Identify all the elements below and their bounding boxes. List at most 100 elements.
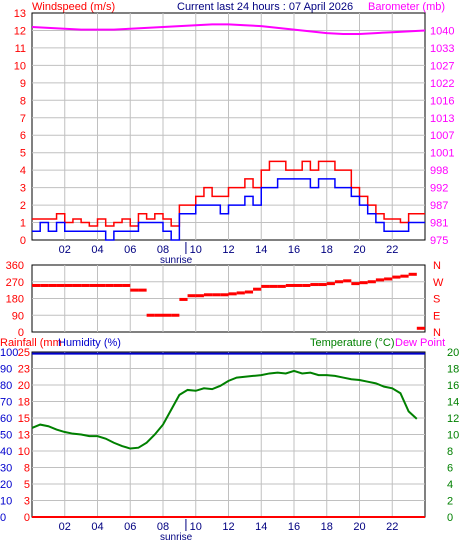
direction-tick-label: 360 xyxy=(6,260,24,272)
rain-tick-label: 25 xyxy=(18,347,30,359)
x-tick-label: 12 xyxy=(222,521,234,533)
humidity-tick-label: 80 xyxy=(0,380,12,392)
x-tick-label: 08 xyxy=(157,244,169,256)
baro-tick-label: 998 xyxy=(430,165,448,177)
direction-point xyxy=(130,288,139,292)
wind-tick-label: 3 xyxy=(20,183,26,195)
direction-point xyxy=(228,292,237,296)
direction-point xyxy=(244,290,254,294)
wind-tick-label: 2 xyxy=(20,200,26,212)
direction-point xyxy=(302,283,311,287)
direction-tick-label: 90 xyxy=(12,310,24,322)
x-tick-label: 08 xyxy=(157,521,169,533)
temperature-label: Temperature (°C) xyxy=(310,337,394,349)
direction-point xyxy=(359,281,368,285)
gridlines xyxy=(32,13,425,517)
rain-tick-label: 0 xyxy=(24,512,30,524)
x-tick-label: 14 xyxy=(255,244,267,256)
barometer-line xyxy=(31,23,426,35)
direction-point xyxy=(154,313,163,317)
temp-tick-label: 4 xyxy=(447,479,453,491)
humidity-tick-label: 10 xyxy=(0,496,12,508)
rain-tick-label: 3 xyxy=(24,496,30,508)
rainfall-label: Rainfall (mm xyxy=(0,337,62,349)
baro-tick-label: 1040 xyxy=(430,25,454,37)
x-tick-label: 22 xyxy=(386,244,398,256)
wind-tick-label: 13 xyxy=(14,8,26,20)
baro-tick-label: 1027 xyxy=(430,60,454,72)
direction-point xyxy=(343,279,352,283)
baro-tick-label: 1033 xyxy=(430,43,454,55)
tick-labels: 0123456789101112139759819879929981001100… xyxy=(0,8,459,542)
x-tick-label: 22 xyxy=(386,521,398,533)
x-tick-label: 02 xyxy=(59,521,71,533)
humidity-tick-label: 20 xyxy=(0,479,12,491)
direction-point xyxy=(89,283,98,287)
humidity-tick-label: 0 xyxy=(0,512,6,524)
direction-point xyxy=(392,275,401,279)
x-tick-label: 10 xyxy=(190,521,202,533)
x-tick-label: 06 xyxy=(124,521,136,533)
wind-tick-label: 6 xyxy=(20,130,26,142)
direction-point xyxy=(294,283,303,287)
direction-point xyxy=(105,283,114,287)
humidity-tick-label: 90 xyxy=(0,364,12,376)
rain-tick-label: 15 xyxy=(18,413,30,425)
compass-tick-label: N xyxy=(433,260,441,272)
chart-title: Current last 24 hours : 07 April 2026 xyxy=(177,1,353,13)
x-tick-label: 20 xyxy=(353,521,365,533)
direction-point xyxy=(32,283,41,287)
direction-point xyxy=(113,283,123,287)
temp-tick-label: 2 xyxy=(447,496,453,508)
baro-tick-label: 1001 xyxy=(430,148,454,160)
humidity-tick-label: 40 xyxy=(0,446,12,458)
direction-point xyxy=(367,280,376,284)
temp-tick-label: 18 xyxy=(447,364,459,376)
direction-tick-label: 270 xyxy=(6,277,24,289)
compass-tick-label: N xyxy=(433,327,441,339)
baro-tick-label: 1022 xyxy=(430,78,454,90)
direction-point xyxy=(56,283,65,287)
rain-tick-label: 20 xyxy=(18,380,30,392)
wind-tick-label: 9 xyxy=(20,78,26,90)
baro-tick-label: 981 xyxy=(430,218,448,230)
compass-tick-label: E xyxy=(433,310,440,322)
direction-point xyxy=(122,283,131,287)
x-tick-label: 18 xyxy=(321,244,333,256)
x-tick-label: 10 xyxy=(190,244,202,256)
humidity-tick-label: 60 xyxy=(0,413,12,425)
series-layer xyxy=(31,23,426,518)
temperature-line xyxy=(31,369,418,450)
wind-tick-label: 11 xyxy=(15,43,26,55)
x-tick-label: 04 xyxy=(91,521,103,533)
direction-point xyxy=(269,284,278,288)
x-tick-label: 14 xyxy=(255,521,267,533)
dewpoint-label: Dew Point xyxy=(395,337,445,349)
humidity-tick-label: 50 xyxy=(0,430,12,442)
direction-point xyxy=(285,283,294,287)
direction-point xyxy=(310,283,319,287)
baro-tick-label: 1013 xyxy=(430,113,454,125)
baro-tick-label: 975 xyxy=(430,235,448,247)
rain-tick-label: 10 xyxy=(18,446,30,458)
gust-line xyxy=(32,160,425,227)
rain-tick-label: 8 xyxy=(24,463,30,475)
baro-tick-label: 1007 xyxy=(430,130,454,142)
direction-point xyxy=(64,283,73,287)
direction-point xyxy=(146,313,155,317)
wind-tick-label: 10 xyxy=(14,60,26,72)
temp-tick-label: 20 xyxy=(447,347,459,359)
wind-tick-label: 0 xyxy=(20,235,26,247)
rain-tick-label: 23 xyxy=(18,364,30,376)
sunrise-marker: sunrise xyxy=(160,532,193,542)
direction-point xyxy=(416,326,425,330)
x-tick-label: 04 xyxy=(91,244,103,256)
barometer-label: Barometer (mb) xyxy=(368,1,445,13)
direction-point xyxy=(261,284,270,288)
rain-tick-label: 5 xyxy=(24,479,30,491)
x-tick-label: 20 xyxy=(353,244,365,256)
baro-tick-label: 987 xyxy=(430,200,448,212)
direction-point xyxy=(351,282,360,286)
